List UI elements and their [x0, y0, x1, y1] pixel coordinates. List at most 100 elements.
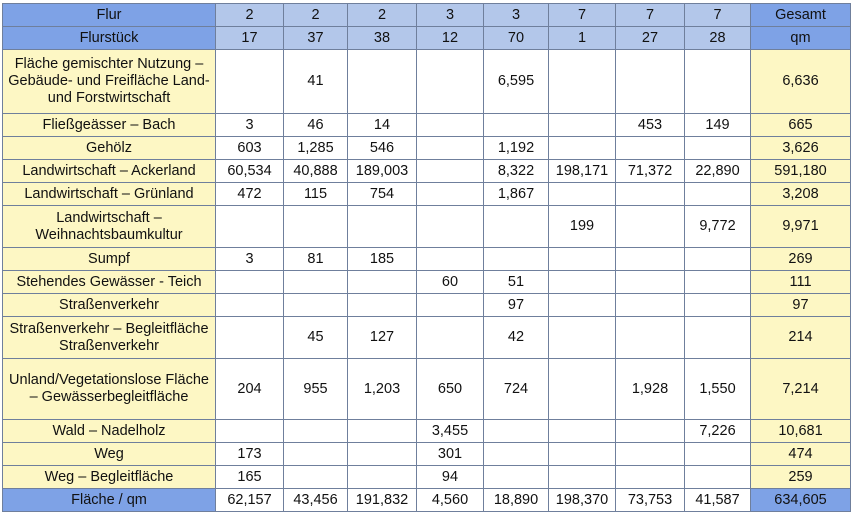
area-cell: 472 — [215, 182, 284, 206]
area-cell: 40,888 — [283, 159, 348, 183]
area-cell — [548, 270, 616, 294]
area-cell — [347, 293, 417, 317]
area-cell — [615, 205, 685, 248]
row-label: Landwirtschaft – Ackerland — [2, 159, 216, 183]
table-row: Landwirtschaft – Weihnachtsbaumkultur 199… — [2, 205, 851, 248]
area-cell: 546 — [347, 136, 417, 160]
table-header-row: Flur 2 2 2 3 3 7 7 7 Gesamt — [2, 3, 851, 27]
area-cell: 199 — [548, 205, 616, 248]
area-cell — [684, 270, 751, 294]
area-cell: 8,322 — [483, 159, 549, 183]
area-cell: 1,192 — [483, 136, 549, 160]
footer-cell: 198,370 — [548, 488, 616, 512]
header-cell: 2 — [215, 3, 284, 27]
area-cell: 1,928 — [615, 358, 685, 420]
header-cell: 1 — [548, 26, 616, 50]
area-cell: 60 — [416, 270, 484, 294]
row-label: Gehölz — [2, 136, 216, 160]
area-cell — [615, 270, 685, 294]
area-cell — [548, 247, 616, 271]
header-cell: 7 — [615, 3, 685, 27]
area-cell — [347, 419, 417, 443]
header-cell: 38 — [347, 26, 417, 50]
area-cell — [283, 270, 348, 294]
total-cell: 97 — [750, 293, 851, 317]
area-cell — [215, 316, 284, 359]
area-cell: 1,203 — [347, 358, 417, 420]
area-cell: 22,890 — [684, 159, 751, 183]
row-label: Straßenverkehr — [2, 293, 216, 317]
area-cell: 45 — [283, 316, 348, 359]
header-cell: 70 — [483, 26, 549, 50]
area-cell: 3 — [215, 113, 284, 137]
table-row: Sumpf 3 81 185 269 — [2, 247, 851, 271]
area-cell: 1,550 — [684, 358, 751, 420]
total-cell: 214 — [750, 316, 851, 359]
area-cell — [548, 419, 616, 443]
area-cell: 650 — [416, 358, 484, 420]
area-cell — [283, 465, 348, 489]
header-label: Flur — [2, 3, 216, 27]
area-cell — [483, 247, 549, 271]
table-row: Wald – Nadelholz 3,455 7,226 10,681 — [2, 419, 851, 443]
header-cell: 37 — [283, 26, 348, 50]
table-row: Landwirtschaft – Grünland 472 115 754 1,867 3… — [2, 182, 851, 206]
area-cell — [548, 293, 616, 317]
area-cell: 60,534 — [215, 159, 284, 183]
table-row: Unland/Vegetationslose Fläche – Gewässer… — [2, 358, 851, 420]
area-cell — [483, 113, 549, 137]
area-cell — [615, 419, 685, 443]
area-cell: 204 — [215, 358, 284, 420]
area-cell — [416, 247, 484, 271]
area-cell — [684, 247, 751, 271]
area-cell — [347, 270, 417, 294]
area-cell — [283, 205, 348, 248]
land-use-table: Flur 2 2 2 3 3 7 7 7 Gesamt Flurstück 17 37 38 12 70 1 27… — [2, 3, 851, 512]
total-cell: 3,626 — [750, 136, 851, 160]
total-cell: 7,214 — [750, 358, 851, 420]
area-cell — [615, 182, 685, 206]
area-cell: 185 — [347, 247, 417, 271]
area-cell — [416, 316, 484, 359]
header-cell: 2 — [347, 3, 417, 27]
total-cell: 3,208 — [750, 182, 851, 206]
row-label: Fließgeässer – Bach — [2, 113, 216, 137]
header-cell: 3 — [483, 3, 549, 27]
area-cell — [416, 293, 484, 317]
area-cell — [615, 136, 685, 160]
area-cell — [416, 136, 484, 160]
area-cell — [215, 419, 284, 443]
area-cell — [615, 465, 685, 489]
footer-cell: 191,832 — [347, 488, 417, 512]
footer-cell: 18,890 — [483, 488, 549, 512]
total-cell: 6,636 — [750, 49, 851, 114]
row-label: Unland/Vegetationslose Fläche – Gewässer… — [2, 358, 216, 420]
header-cell: 3 — [416, 3, 484, 27]
area-cell — [684, 442, 751, 466]
area-cell — [615, 247, 685, 271]
footer-label: Fläche / qm — [2, 488, 216, 512]
area-cell — [615, 293, 685, 317]
header-label: Flurstück — [2, 26, 216, 50]
area-cell — [416, 49, 484, 114]
area-cell — [347, 49, 417, 114]
footer-cell: 43,456 — [283, 488, 348, 512]
header-cell: 17 — [215, 26, 284, 50]
header-cell: 28 — [684, 26, 751, 50]
area-cell — [548, 358, 616, 420]
area-cell — [283, 442, 348, 466]
area-cell — [684, 182, 751, 206]
table-header-row: Flurstück 17 37 38 12 70 1 27 28 qm — [2, 26, 851, 50]
area-cell: 42 — [483, 316, 549, 359]
total-cell: 111 — [750, 270, 851, 294]
footer-cell: 4,560 — [416, 488, 484, 512]
area-cell — [215, 293, 284, 317]
area-cell: 46 — [283, 113, 348, 137]
table-row: Fließgeässer – Bach 3 46 14 453 149 665 — [2, 113, 851, 137]
area-cell — [548, 316, 616, 359]
table-body: Flur 2 2 2 3 3 7 7 7 Gesamt Flurstück 17 37 38 12 70 1 27… — [2, 3, 851, 512]
area-cell — [548, 182, 616, 206]
row-label: Stehendes Gewässer - Teich — [2, 270, 216, 294]
area-cell: 51 — [483, 270, 549, 294]
total-cell: 9,971 — [750, 205, 851, 248]
